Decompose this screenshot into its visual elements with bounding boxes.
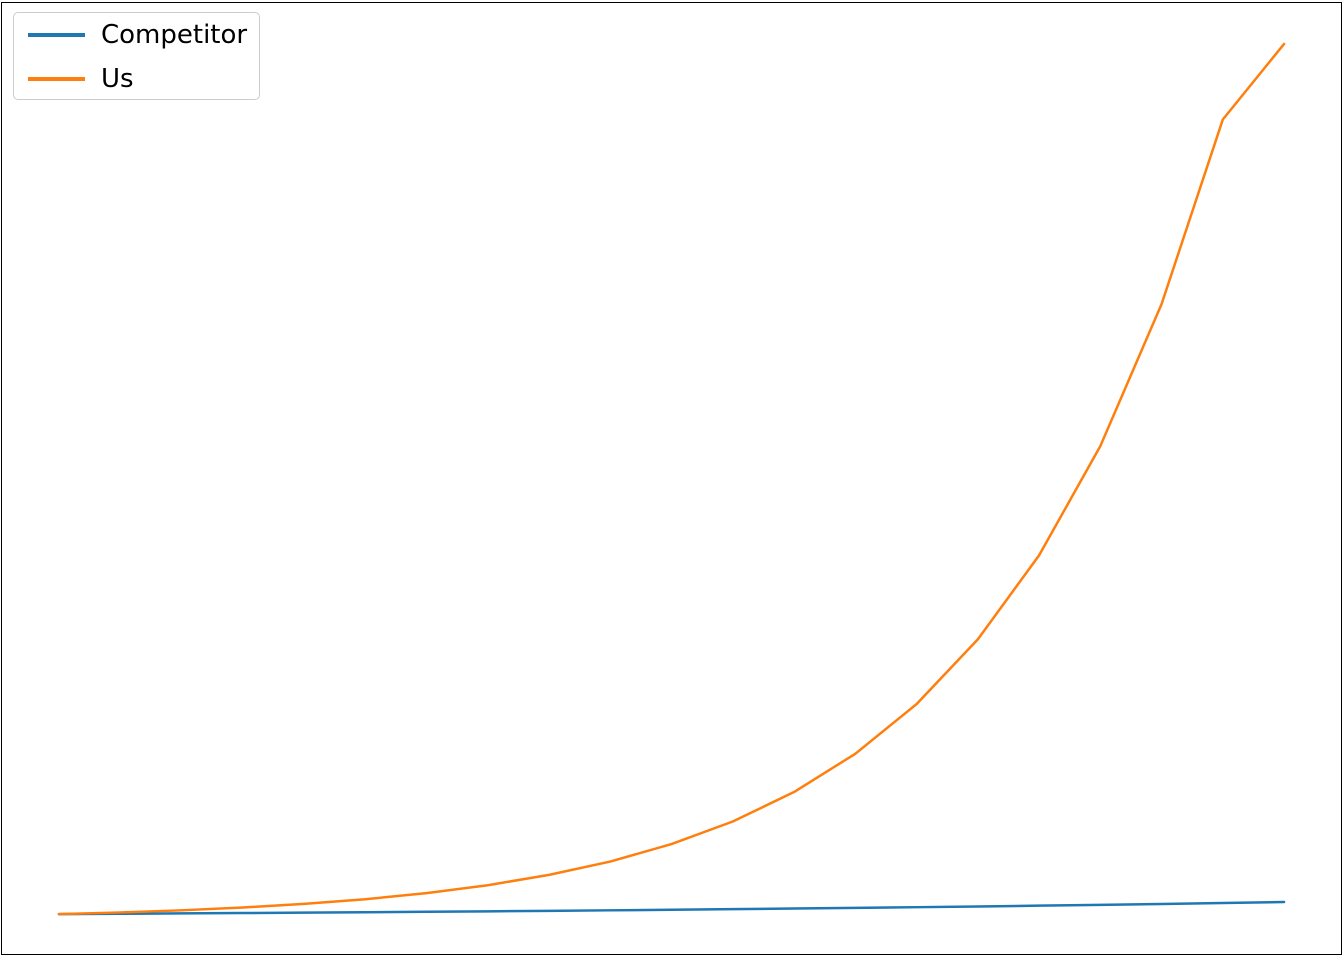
plot-area	[57, 42, 1286, 916]
series-line-competitor	[57, 900, 1286, 916]
legend-swatch-competitor	[28, 33, 85, 37]
legend-label-competitor: Competitor	[101, 20, 248, 50]
legend-item-competitor[interactable]: Competitor	[14, 13, 259, 57]
series-line-us	[57, 42, 1286, 916]
legend-swatch-us	[28, 77, 85, 81]
legend-label-us: Us	[101, 64, 134, 94]
chart-legend[interactable]: Competitor Us	[13, 12, 260, 100]
legend-item-us[interactable]: Us	[14, 57, 259, 101]
